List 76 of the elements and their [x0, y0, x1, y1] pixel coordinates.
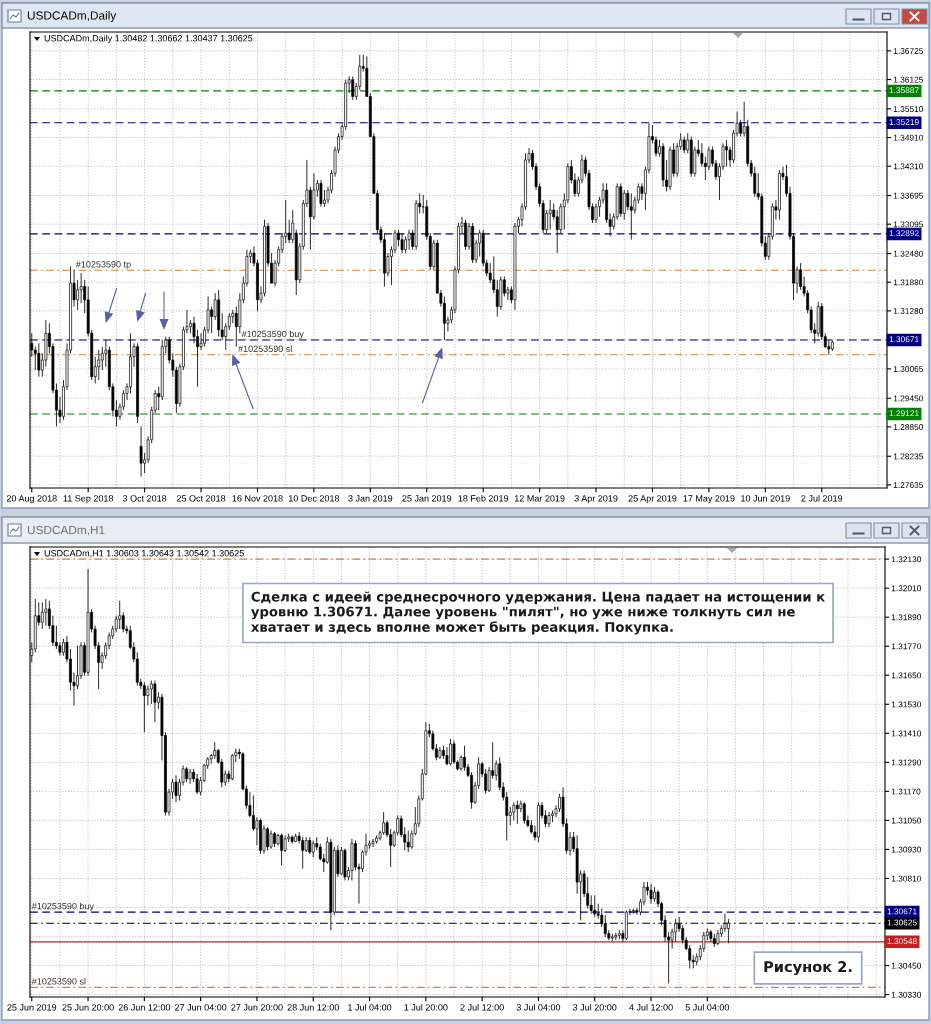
- chart-title: USDCADm,Daily: [27, 11, 117, 22]
- y-tick-label: 1.31880: [893, 279, 924, 286]
- x-tick-label: 25 Jun 20:00: [62, 1004, 114, 1011]
- y-tick-label: 1.32480: [893, 250, 924, 257]
- x-tick-label: 20 Aug 2018: [6, 495, 57, 504]
- x-tick-label: 26 Jun 12:00: [118, 1004, 171, 1011]
- y-tick-label: 1.33095: [893, 221, 924, 228]
- y-tick-label: 1.31290: [891, 759, 922, 766]
- ref-line-label: 1.35887: [889, 87, 919, 94]
- y-tick-label: 1.34310: [893, 163, 924, 170]
- x-tick-label: 25 Jan 2019: [402, 495, 452, 502]
- x-tick-label: 5 Jul 04:00: [685, 1003, 730, 1011]
- y-tick-label: 1.30930: [891, 846, 922, 853]
- annotation: #10253590 tp: [75, 261, 131, 270]
- chart-title: USDCADm,H1: [27, 525, 105, 536]
- annotation: #10253590 sl: [238, 345, 292, 352]
- x-tick-label: 25 Oct 2018: [176, 495, 226, 502]
- y-tick-label: 1.33695: [893, 192, 924, 199]
- x-tick-label: 3 Oct 2018: [122, 495, 167, 502]
- annotation: #10253590 sl: [31, 977, 86, 985]
- annotation: #10253590 buy: [31, 902, 94, 912]
- x-tick-label: 3 Jul 04:00: [516, 1003, 561, 1011]
- x-tick-label: 12 Mar 2019: [514, 495, 565, 502]
- chart-subtitle: USDCADm,H1 1.30603 1.30643 1.30542 1.30625: [44, 550, 244, 558]
- x-tick-label: 10 Jun 2019: [741, 495, 790, 502]
- ref-line-label: 1.30625: [887, 919, 917, 926]
- ref-line-label: 1.29121: [889, 410, 919, 417]
- y-tick-label: 1.29450: [893, 395, 924, 402]
- y-tick-label: 1.31770: [891, 643, 922, 650]
- x-tick-label: 28 Jun 12:00: [287, 1004, 339, 1011]
- y-tick-label: 1.31050: [891, 817, 922, 824]
- x-tick-label: 17 May 2019: [683, 495, 735, 504]
- y-tick-label: 1.30810: [891, 875, 922, 882]
- x-tick-label: 25 Apr 2019: [628, 495, 677, 504]
- ref-line-label: 1.30671: [887, 908, 917, 915]
- x-tick-label: 3 Jan 2019: [348, 495, 393, 502]
- x-tick-label: 1 Jul 20:00: [404, 1003, 448, 1011]
- x-tick-label: 3 Jul 20:00: [572, 1003, 617, 1011]
- y-tick-label: 1.28850: [893, 424, 924, 430]
- y-tick-label: 1.31890: [891, 614, 922, 621]
- y-tick-label: 1.31530: [891, 701, 922, 708]
- y-tick-label: 1.31170: [891, 788, 921, 795]
- y-tick-label: 1.36125: [893, 76, 924, 83]
- y-tick-label: 1.31650: [891, 672, 922, 679]
- ref-line-label: 1.30548: [887, 938, 917, 945]
- ref-line-label: 1.30671: [889, 336, 919, 343]
- chart-subtitle: USDCADm,Daily 1.30482 1.30662 1.30437 1.30625: [44, 34, 253, 44]
- annotation: #10253590 buy: [241, 330, 304, 339]
- x-tick-label: 2 Jul 12:00: [460, 1003, 504, 1011]
- x-tick-label: 3 Apr 2019: [574, 495, 618, 504]
- annotation: Рисунок 2.: [764, 961, 852, 976]
- y-tick-label: 1.32010: [891, 585, 922, 592]
- annotation: Сделка с идеей среднесрочного удержания. Цена падает на истощении к уровню 1.30671. Далее уровень "пилят", но уже ниже толкнуть сил не хватает и здесь вполне может быть реакция. Покупка.: [251, 591, 825, 635]
- x-tick-label: 1 Jul 04:00: [348, 1003, 392, 1011]
- x-tick-label: 2 Jul 2019: [801, 494, 843, 502]
- y-tick-label: 1.36725: [893, 48, 924, 54]
- y-tick-label: 1.31280: [893, 308, 924, 314]
- x-tick-label: 27 Jun 04:00: [175, 1004, 227, 1011]
- y-tick-label: 1.27635: [893, 482, 924, 488]
- y-tick-label: 1.30065: [893, 366, 924, 372]
- y-tick-label: 1.32130: [891, 556, 922, 563]
- x-tick-label: 11 Sep 2018: [63, 495, 114, 504]
- y-tick-label: 1.35510: [893, 106, 924, 112]
- ref-line-label: 1.32892: [889, 230, 919, 237]
- y-tick-label: 1.34910: [893, 134, 924, 141]
- x-tick-label: 18 Feb 2019: [458, 494, 509, 502]
- y-tick-label: 1.30330: [891, 991, 922, 998]
- ref-line-label: 1.35219: [889, 119, 919, 126]
- x-tick-label: 4 Jul 12:00: [629, 1003, 673, 1011]
- y-tick-label: 1.31410: [891, 730, 922, 737]
- y-tick-label: 1.30450: [891, 962, 922, 969]
- x-tick-label: 16 Nov 2018: [232, 495, 283, 502]
- y-tick-label: 1.28235: [893, 453, 924, 460]
- x-tick-label: 25 Jun 2019: [7, 1004, 57, 1011]
- x-tick-label: 27 Jun 20:00: [231, 1004, 283, 1011]
- x-tick-label: 10 Dec 2018: [289, 495, 340, 502]
